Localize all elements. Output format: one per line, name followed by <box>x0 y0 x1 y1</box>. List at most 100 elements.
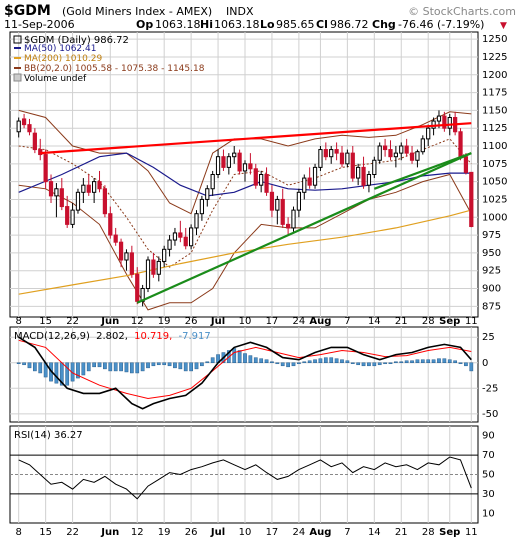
candle <box>361 156 366 189</box>
candle-body <box>86 184 91 193</box>
candle-body <box>194 213 199 229</box>
macd-histogram-bar <box>404 360 409 364</box>
candle <box>167 235 172 257</box>
candle-body <box>108 213 113 236</box>
x-tick-label: Sep <box>439 316 460 327</box>
macd-histogram-bar <box>286 362 290 368</box>
candle <box>113 227 118 246</box>
macd-histogram-bar <box>65 362 70 386</box>
candle <box>86 174 91 196</box>
price-y-tick-label: 1250 <box>482 34 507 45</box>
candle-body <box>16 120 21 133</box>
macd-histogram-bar <box>167 362 172 367</box>
candle <box>27 118 32 136</box>
macd-histogram-bar <box>54 362 59 384</box>
macd-histogram-bar <box>81 362 86 376</box>
candle-body <box>75 191 81 211</box>
candle-body <box>151 259 156 275</box>
macd-histogram-bar <box>280 362 285 367</box>
svg-text:MACD(12,26,9) 2.802,: MACD(12,26,9) 2.802, 10.719, -7.917 <box>14 331 211 342</box>
candle-body <box>215 156 221 175</box>
candle <box>415 149 420 168</box>
candle-body <box>307 177 312 186</box>
candle-body <box>442 115 447 129</box>
candle <box>135 267 140 305</box>
candle <box>334 142 339 161</box>
macd-histogram-bar <box>275 362 280 365</box>
candle-body <box>189 227 194 247</box>
candle-body <box>65 206 70 225</box>
candle-body <box>280 198 285 225</box>
candle-body <box>269 191 275 211</box>
macd-histogram-bar <box>270 361 274 364</box>
x-tick-label: 19 <box>158 316 171 327</box>
x-tick-label-bottom: 26 <box>185 527 198 538</box>
candle <box>81 178 86 203</box>
candle <box>350 146 355 182</box>
macd-histogram-bar <box>302 361 307 364</box>
candle <box>43 149 48 189</box>
macd-histogram-bar <box>297 362 301 365</box>
macd-histogram-bar <box>103 362 107 370</box>
macd-histogram-bar <box>173 362 177 369</box>
candle <box>280 188 285 228</box>
price-y-tick-label: 1100 <box>482 141 507 152</box>
macd-histogram-bar <box>431 359 436 364</box>
volume-legend-marker <box>13 73 22 82</box>
x-tick-label: 11 <box>465 316 478 327</box>
ma200-line <box>18 209 472 295</box>
x-tick-label-bottom: 28 <box>422 527 435 538</box>
candle <box>70 203 75 228</box>
price-y-tick-label: 1125 <box>482 123 507 134</box>
candle <box>54 183 59 218</box>
candle <box>97 170 102 193</box>
candle-body <box>54 188 59 197</box>
candle <box>382 138 388 157</box>
candle <box>194 210 199 236</box>
candle-body <box>469 171 474 228</box>
candle-body <box>458 131 463 158</box>
price-y-tick-label: 1225 <box>482 52 507 63</box>
close-value: 986.72 <box>330 18 369 31</box>
candle-body <box>399 145 404 154</box>
rsi-y-tick-label: 10 <box>482 508 495 519</box>
price-legend-label: $GDM (Daily) 986.72 <box>24 35 129 46</box>
price-legend: $GDM (Daily) 986.72 MA(50) 1062.41 MA(20… <box>13 35 205 84</box>
candle-body <box>21 118 27 126</box>
open-value: 1063.18 <box>155 18 201 31</box>
candle-body <box>97 181 102 190</box>
candle-body <box>135 273 140 302</box>
candle-body <box>113 234 118 243</box>
candle-body <box>183 236 188 247</box>
candle-body <box>404 145 409 154</box>
candle <box>345 149 350 168</box>
macd-histogram-bar <box>442 358 447 364</box>
candle <box>307 167 312 189</box>
x-tick-label: 28 <box>422 316 435 327</box>
x-tick-label-bottom: 14 <box>368 527 381 538</box>
rsi-y-tick-label: 50 <box>482 470 495 481</box>
macd-histogram-bar <box>307 360 312 364</box>
candle-body <box>221 156 226 168</box>
open-label: Op <box>136 18 153 31</box>
x-tick-label-bottom: 17 <box>266 527 279 538</box>
price-y-tick-label: 950 <box>482 248 501 259</box>
macd-histogram-bar <box>464 362 468 367</box>
price-y-tick-label: 925 <box>482 266 501 277</box>
x-tick-label: 10 <box>239 316 252 327</box>
macd-histogram-bar <box>420 359 425 364</box>
exchange-label: INDX <box>226 5 254 18</box>
price-y-tick-label: 900 <box>482 284 501 295</box>
macd-histogram-bar <box>146 362 150 369</box>
candle-body <box>350 152 355 179</box>
macd-histogram-bar <box>135 362 140 374</box>
macd-histogram-bar <box>200 362 204 367</box>
candle-body <box>48 181 54 197</box>
candle-body <box>264 174 269 193</box>
x-tick-label-bottom: 8 <box>16 527 22 538</box>
candle-body <box>431 120 436 129</box>
candle-body <box>232 152 237 158</box>
candle <box>264 167 269 196</box>
x-tick-label: Jul <box>210 316 225 327</box>
macd-histogram-bar <box>372 362 377 367</box>
